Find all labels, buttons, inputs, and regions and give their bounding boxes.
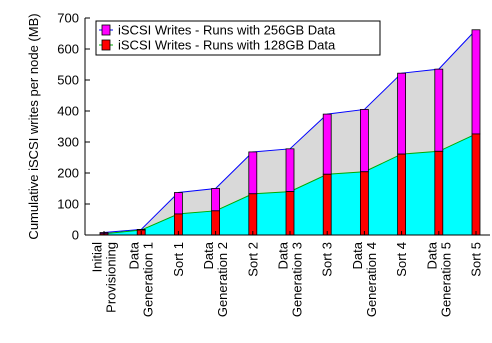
x-tick-label: Sort 3 — [320, 242, 335, 277]
bar-128gb — [322, 173, 332, 236]
area-fill-128gb — [104, 133, 476, 235]
x-tick-label: DataGeneration 3 — [276, 241, 305, 317]
legend-box — [95, 20, 381, 56]
x-tick-label: InitialProvisioning — [90, 242, 119, 313]
x-tick-label-line: Sort 2 — [245, 242, 260, 277]
x-tick-label-line: Generation 4 — [364, 242, 379, 317]
legend-label: iSCSI Writes - Runs with 256GB Data — [118, 23, 336, 38]
legend-label: iSCSI Writes - Runs with 128GB Data — [118, 38, 336, 53]
y-tick-label: 200 — [57, 166, 79, 181]
x-tick-label-line: Generation 3 — [290, 242, 305, 317]
y-axis-title: Cumulative iSCSI writes per node (MB) — [26, 13, 41, 239]
x-tick-label-line: Data — [424, 241, 439, 269]
x-tick-label-line: Provisioning — [104, 242, 119, 313]
y-tick-label: 0 — [72, 228, 79, 243]
y-tick-label: 300 — [57, 135, 79, 150]
x-tick-label: DataGeneration 5 — [424, 241, 453, 317]
bar-256gb — [248, 151, 258, 195]
x-tick-label-line: Data — [201, 241, 216, 269]
legend-swatch — [101, 39, 111, 51]
bar-256gb — [359, 109, 369, 173]
bar-128gb — [397, 153, 407, 236]
bar-256gb — [471, 29, 481, 135]
x-tick-label: Sort 5 — [469, 242, 484, 277]
bar-256gb — [434, 68, 444, 152]
x-tick-label-line: Data — [127, 241, 142, 269]
x-tick-label-line: Data — [350, 241, 365, 269]
bar-128gb — [434, 150, 444, 236]
bar-256gb — [285, 148, 295, 193]
bar-256gb — [211, 188, 221, 212]
y-tick-label: 500 — [57, 73, 79, 88]
x-tick-label-line: Data — [276, 241, 291, 269]
x-tick-label-line: Initial — [90, 242, 105, 272]
bar-128gb — [471, 133, 481, 236]
bar-128gb — [248, 193, 258, 236]
bar-128gb — [359, 171, 369, 236]
x-tick-label-line: Generation 5 — [438, 242, 453, 317]
x-tick-label: DataGeneration 2 — [201, 241, 230, 317]
bar-128gb — [285, 191, 295, 236]
x-tick-label: Sort 1 — [171, 242, 186, 277]
bar-256gb — [322, 113, 332, 175]
x-tick-label-line: Generation 2 — [215, 242, 230, 317]
y-tick-label: 700 — [57, 11, 79, 26]
legend-swatch — [101, 24, 111, 36]
x-tick-label-line: Generation 1 — [141, 242, 156, 317]
bar-256gb — [173, 192, 183, 215]
x-tick-label: DataGeneration 4 — [350, 241, 379, 317]
y-tick-label: 600 — [57, 42, 79, 57]
y-ticks: 0 100 200 300 400 500 600 700 — [57, 11, 90, 243]
y-tick-label: 100 — [57, 197, 79, 212]
x-tick-label-line: Sort 1 — [171, 242, 186, 277]
x-tick-label-line: Sort 5 — [469, 242, 484, 277]
legend: iSCSI Writes - Runs with 256GB DataiSCSI… — [95, 20, 381, 56]
y-tick-label: 400 — [57, 104, 79, 119]
x-tick-label: Sort 2 — [245, 242, 260, 277]
bar-256gb — [397, 72, 407, 155]
x-tick-label: DataGeneration 1 — [127, 241, 156, 317]
x-tick-label-line: Sort 4 — [394, 242, 409, 277]
x-ticks: InitialProvisioning DataGeneration 1 Sort … — [90, 231, 484, 317]
x-tick-label-line: Sort 3 — [320, 242, 335, 277]
x-tick-label: Sort 4 — [394, 242, 409, 277]
axes — [84, 18, 490, 236]
